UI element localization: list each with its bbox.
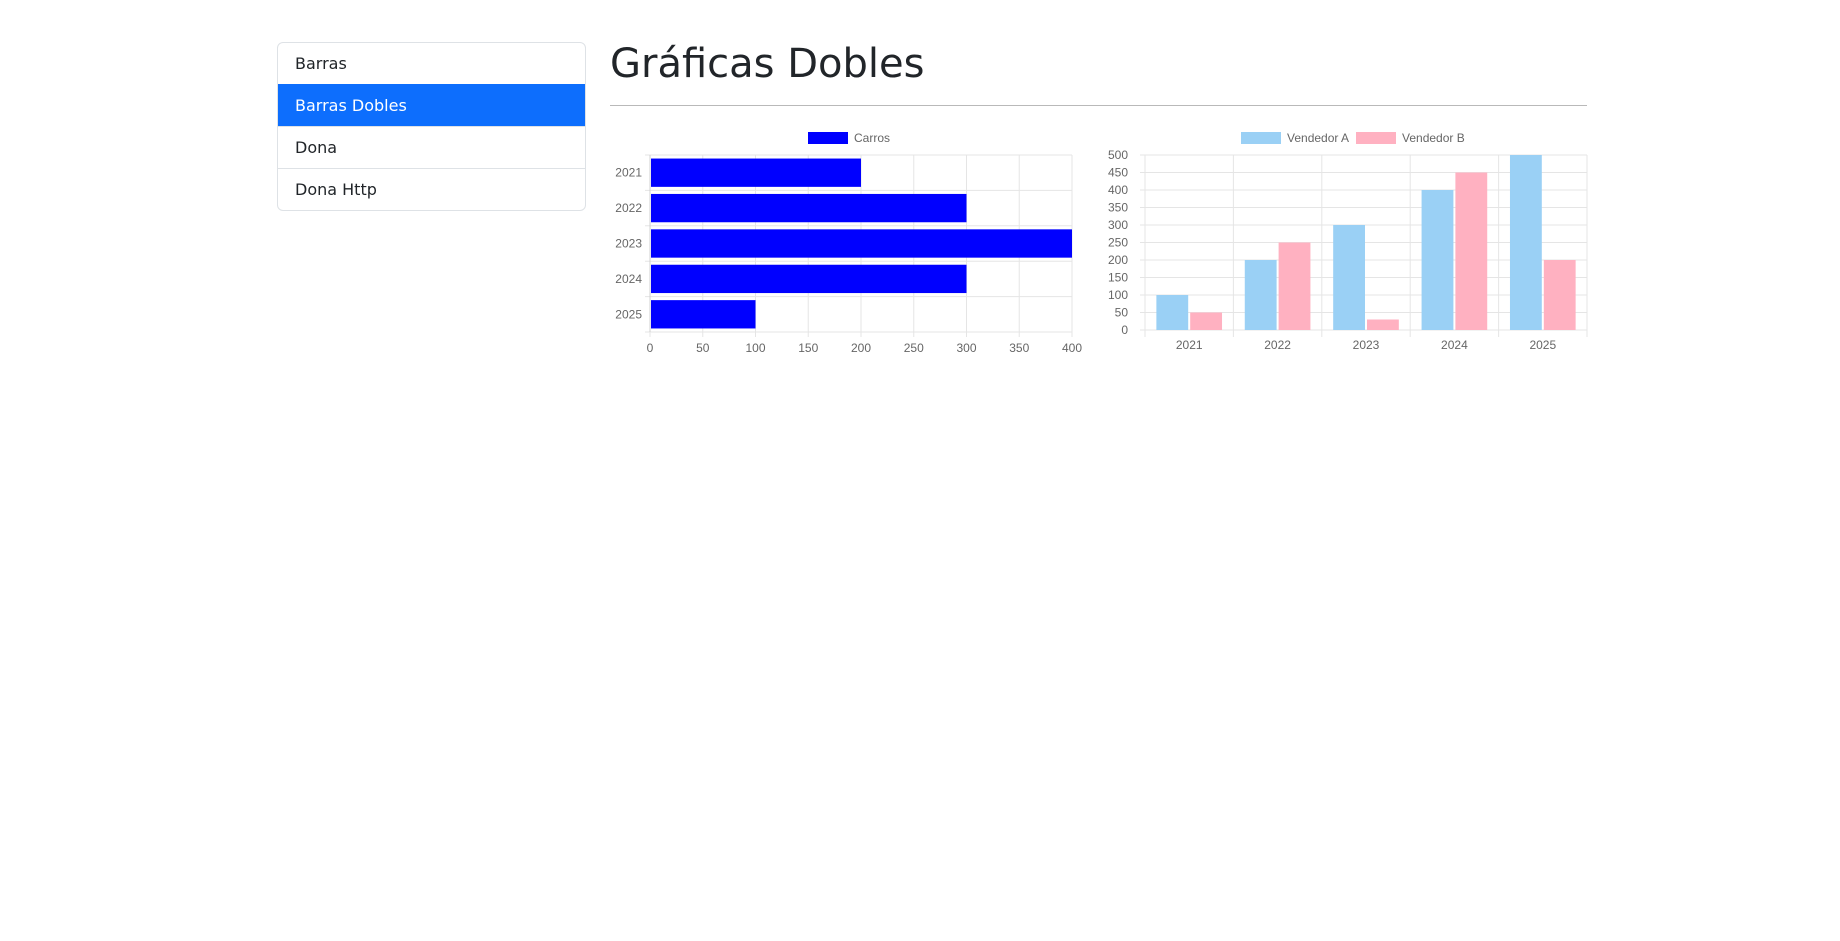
legend-label-vendedor-b[interactable]: Vendedor B <box>1402 131 1465 145</box>
title-divider <box>610 105 1587 106</box>
x-tick-label: 0 <box>647 341 654 355</box>
x-tick-label: 300 <box>956 341 976 355</box>
x-tick-label: 2021 <box>1176 338 1203 352</box>
y-tick-label: 150 <box>1108 271 1128 285</box>
y-tick-label: 2025 <box>615 307 642 321</box>
legend-swatch-carros[interactable] <box>808 132 848 144</box>
grouped-bar-chart: Vendedor A Vendedor B 0 50 100 150 200 250 300 35… <box>1108 131 1588 352</box>
bar-vendedor-a-2023[interactable] <box>1333 225 1365 330</box>
x-tick-label: 2022 <box>1264 338 1291 352</box>
bar-carros-2022[interactable] <box>651 193 967 223</box>
y-tick-label: 450 <box>1108 166 1128 180</box>
legend-swatch-vendedor-a[interactable] <box>1241 132 1281 144</box>
bar-carros-2025[interactable] <box>651 300 756 329</box>
sidebar-item-dona-http[interactable]: Dona Http <box>278 168 585 210</box>
bar-carros-2024[interactable] <box>651 264 967 294</box>
x-tick-label: 2024 <box>1441 338 1468 352</box>
legend-label-vendedor-a[interactable]: Vendedor A <box>1287 131 1349 145</box>
y-tick-label: 250 <box>1108 236 1128 250</box>
x-tick-label: 2025 <box>1529 338 1556 352</box>
y-tick-label: 2023 <box>615 237 642 251</box>
x-tick-label: 400 <box>1062 341 1082 355</box>
bar-vendedor-a-2022[interactable] <box>1244 260 1277 330</box>
bar-vendedor-a-2025[interactable] <box>1509 155 1542 330</box>
page-title: Gráficas Dobles <box>610 41 925 87</box>
sidebar-item-barras-dobles[interactable]: Barras Dobles <box>278 84 585 126</box>
x-tick-label: 2023 <box>1353 338 1380 352</box>
bar-carros-2023[interactable] <box>651 229 1072 258</box>
x-tick-label: 250 <box>904 341 924 355</box>
bar-vendedor-b-2023[interactable] <box>1367 319 1399 331</box>
y-tick-label: 50 <box>1115 306 1129 320</box>
bar-vendedor-b-2022[interactable] <box>1278 242 1311 331</box>
bar-vendedor-b-2024[interactable] <box>1455 172 1488 331</box>
bar-vendedor-b-2021[interactable] <box>1190 312 1223 331</box>
bar-vendedor-a-2024[interactable] <box>1421 190 1454 330</box>
bar-vendedor-b-2025[interactable] <box>1543 260 1576 330</box>
y-tick-label: 2021 <box>615 166 642 180</box>
bar-carros-2021[interactable] <box>651 158 861 187</box>
y-tick-label: 100 <box>1108 288 1128 302</box>
horizontal-bar-chart: Carros 0 50 100 150 200 250 300 350 400 2021 2022 20… <box>615 131 1082 355</box>
y-tick-label: 2022 <box>615 201 642 215</box>
y-tick-label: 350 <box>1108 201 1128 215</box>
sidebar-nav: Barras Barras Dobles Dona Dona Http <box>277 42 586 211</box>
y-tick-label: 300 <box>1108 218 1128 232</box>
y-tick-label: 0 <box>1121 323 1128 337</box>
x-tick-label: 200 <box>851 341 871 355</box>
x-tick-label: 350 <box>1009 341 1029 355</box>
x-tick-label: 100 <box>745 341 765 355</box>
legend-swatch-vendedor-b[interactable] <box>1356 132 1396 144</box>
y-tick-label: 2024 <box>615 272 642 286</box>
x-tick-label: 50 <box>696 341 710 355</box>
bar-vendedor-a-2021[interactable] <box>1156 295 1189 330</box>
y-tick-label: 500 <box>1108 148 1128 162</box>
sidebar-item-barras[interactable]: Barras <box>295 54 347 73</box>
y-tick-label: 400 <box>1108 183 1128 197</box>
x-tick-label: 150 <box>798 341 818 355</box>
sidebar-item-dona[interactable]: Dona <box>278 126 585 168</box>
legend-label-carros[interactable]: Carros <box>854 131 890 145</box>
y-tick-label: 200 <box>1108 253 1128 267</box>
